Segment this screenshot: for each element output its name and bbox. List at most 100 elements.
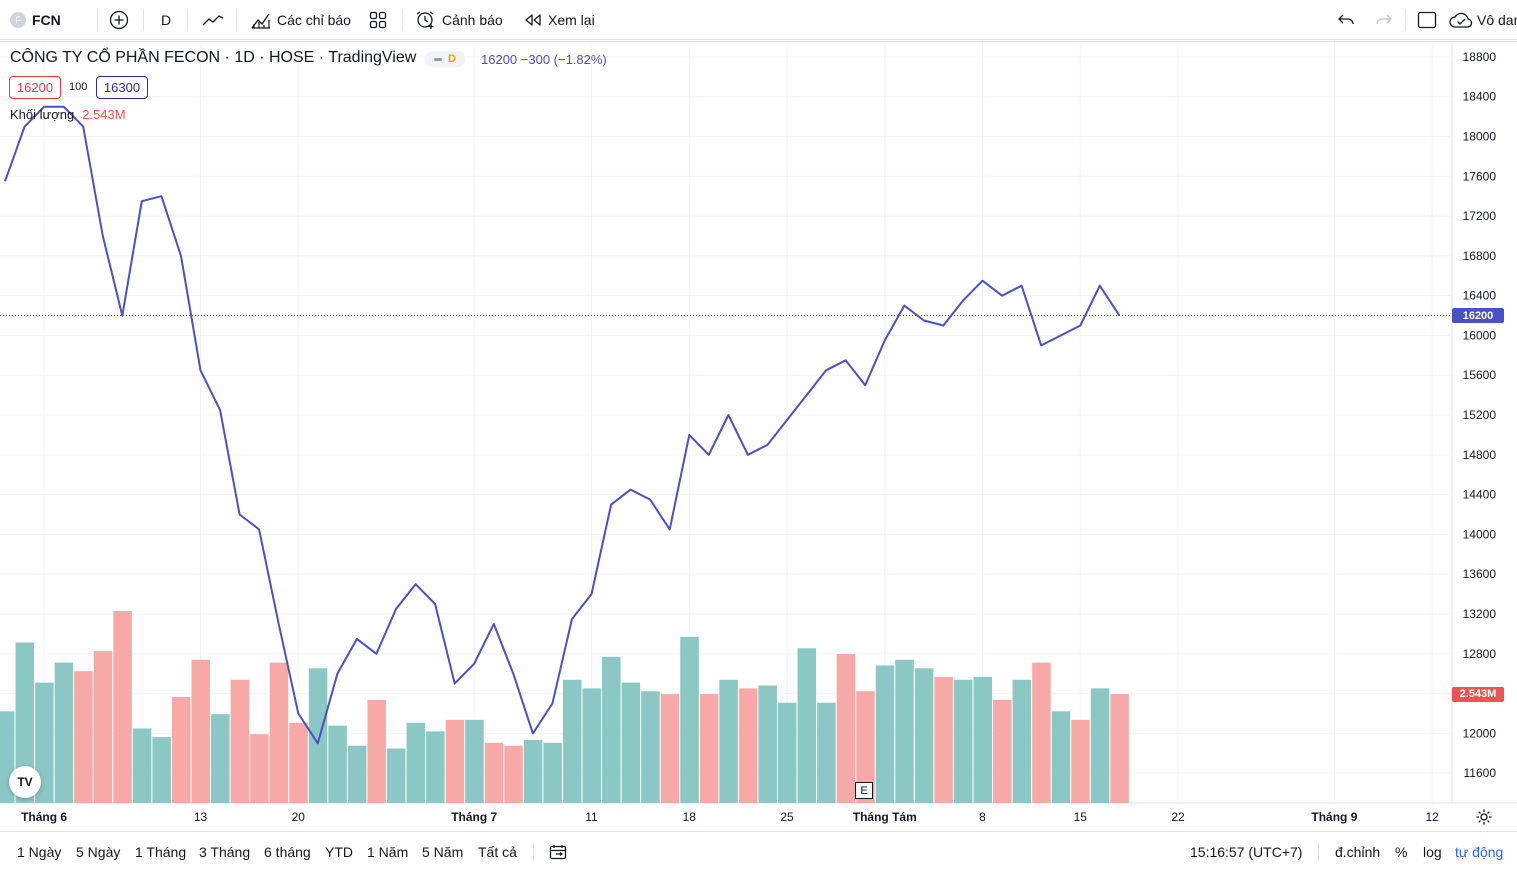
range-3m[interactable]: 3 Tháng <box>199 844 251 860</box>
volume-bar <box>562 679 582 803</box>
divider <box>533 842 534 862</box>
y-tick-label: 14000 <box>1463 527 1497 541</box>
range-1m[interactable]: 1 Tháng <box>135 844 187 860</box>
percent-toggle[interactable]: % <box>1395 844 1408 860</box>
price-line <box>4 105 1121 745</box>
range-5y[interactable]: 5 Năm <box>422 844 464 860</box>
y-tick-label: 15200 <box>1463 408 1497 422</box>
alerts-label: Cảnh báo <box>442 12 503 28</box>
redo-button[interactable] <box>1375 0 1393 40</box>
clock-timezone[interactable]: 15:16:57 (UTC+7) <box>1190 844 1303 860</box>
symbol-label: FCN <box>32 12 61 28</box>
pill-icon <box>434 57 443 61</box>
save-layout-button[interactable]: Vô dan <box>1449 0 1517 40</box>
delayed-badge: D <box>448 53 456 65</box>
templates-button[interactable] <box>369 0 387 40</box>
volume-bar <box>308 668 328 803</box>
interval-button[interactable]: D <box>161 0 171 40</box>
layout-name-label: Vô dan <box>1477 12 1517 28</box>
x-tick-label: 18 <box>683 810 697 824</box>
bid-price-box[interactable]: 16200 <box>9 76 61 99</box>
auto-scale-toggle[interactable]: tự động <box>1455 844 1504 860</box>
volume-bar <box>836 653 856 803</box>
volume-bar <box>738 688 758 803</box>
y-tick-label: 14400 <box>1463 488 1497 502</box>
x-tick-label: 22 <box>1171 810 1185 824</box>
volume-bar <box>465 719 484 803</box>
x-tick-label: Tháng Tám <box>853 810 917 824</box>
volume-bar <box>973 676 992 803</box>
grid-icon <box>369 11 387 29</box>
symbol-logo-icon: F <box>10 12 26 28</box>
settings-button[interactable] <box>1475 808 1493 831</box>
rewind-icon <box>525 14 541 26</box>
volume-bar <box>1071 719 1090 803</box>
x-tick-label: 25 <box>780 810 794 824</box>
x-tick-label: 12 <box>1425 810 1439 824</box>
volume-bar <box>660 694 680 803</box>
replay-button[interactable]: Xem lại <box>524 0 595 40</box>
range-1y[interactable]: 1 Năm <box>367 844 409 860</box>
goto-date-button[interactable] <box>549 832 567 872</box>
x-tick-label: 11 <box>585 810 598 824</box>
volume-bar <box>132 728 152 803</box>
alarm-clock-icon <box>416 11 434 29</box>
range-5d[interactable]: 5 Ngày <box>76 844 121 860</box>
y-tick-label: 18000 <box>1463 130 1497 144</box>
volume-bar <box>15 642 35 803</box>
volume-bar <box>719 679 738 803</box>
price-change-text: 16200 −300 (−1.82%) <box>481 52 607 67</box>
volume-bar <box>953 679 973 803</box>
volume-bar <box>347 745 367 803</box>
volume-legend-label: Khối lượng <box>10 107 75 122</box>
y-tick-label: 17200 <box>1463 209 1497 223</box>
y-tick-label: 13600 <box>1463 567 1497 581</box>
last-price-tag: 16200 <box>1452 308 1504 324</box>
volume-legend: Khối lượng 2.543M <box>10 107 126 122</box>
volume-bars <box>0 611 1129 803</box>
indicators-button[interactable]: Các chỉ báo <box>250 0 351 40</box>
range-all[interactable]: Tất cả <box>478 844 517 860</box>
volume-bar <box>523 739 543 803</box>
earnings-marker[interactable]: E <box>855 782 873 799</box>
y-tick-label: 16400 <box>1463 289 1497 303</box>
volume-bar <box>328 725 347 803</box>
square-icon <box>1417 11 1437 29</box>
symbol-search[interactable]: F FCN <box>10 0 61 40</box>
fullscreen-button[interactable] <box>1417 0 1437 40</box>
volume-bar <box>621 682 641 803</box>
undo-icon <box>1338 14 1354 25</box>
volume-bar <box>504 745 523 803</box>
chart-type-button[interactable] <box>202 0 224 40</box>
divider <box>236 9 237 31</box>
volume-bar <box>856 691 875 803</box>
legend-status-badge[interactable]: D <box>425 51 465 67</box>
y-tick-label: 16800 <box>1463 249 1497 263</box>
range-6m[interactable]: 6 tháng <box>264 844 311 860</box>
volume-bar <box>895 659 914 803</box>
y-tick-label: 17600 <box>1463 169 1497 183</box>
range-ytd[interactable]: YTD <box>325 844 353 860</box>
volume-bar <box>250 734 269 803</box>
alerts-button[interactable]: Cảnh báo <box>415 0 503 40</box>
volume-bar <box>817 702 836 803</box>
chart-area[interactable] <box>0 41 1517 831</box>
tradingview-logo[interactable]: TV <box>9 766 41 798</box>
ask-price-box[interactable]: 16300 <box>96 76 148 99</box>
volume-bar <box>1012 679 1032 803</box>
range-1d[interactable]: 1 Ngày <box>17 844 62 860</box>
adjust-toggle[interactable]: đ.chỉnh <box>1335 844 1381 860</box>
time-scale: Tháng 6 13 20 Tháng 7 11 18 25 Tháng Tám 8 15 22 Th… <box>21 810 1439 824</box>
log-toggle[interactable]: log <box>1423 844 1442 860</box>
divider <box>1405 9 1406 31</box>
indicators-label: Các chỉ báo <box>277 12 351 28</box>
price-line-layer <box>0 105 1452 745</box>
compare-button[interactable] <box>109 0 129 40</box>
bottom-toolbar: 1 Ngày 5 Ngày 1 Tháng 3 Tháng 6 tháng YT… <box>0 831 1517 872</box>
line-chart-icon <box>202 15 224 26</box>
divider <box>402 9 403 31</box>
x-tick-label: 15 <box>1074 810 1088 824</box>
divider <box>1318 842 1319 862</box>
undo-button[interactable] <box>1337 0 1355 40</box>
